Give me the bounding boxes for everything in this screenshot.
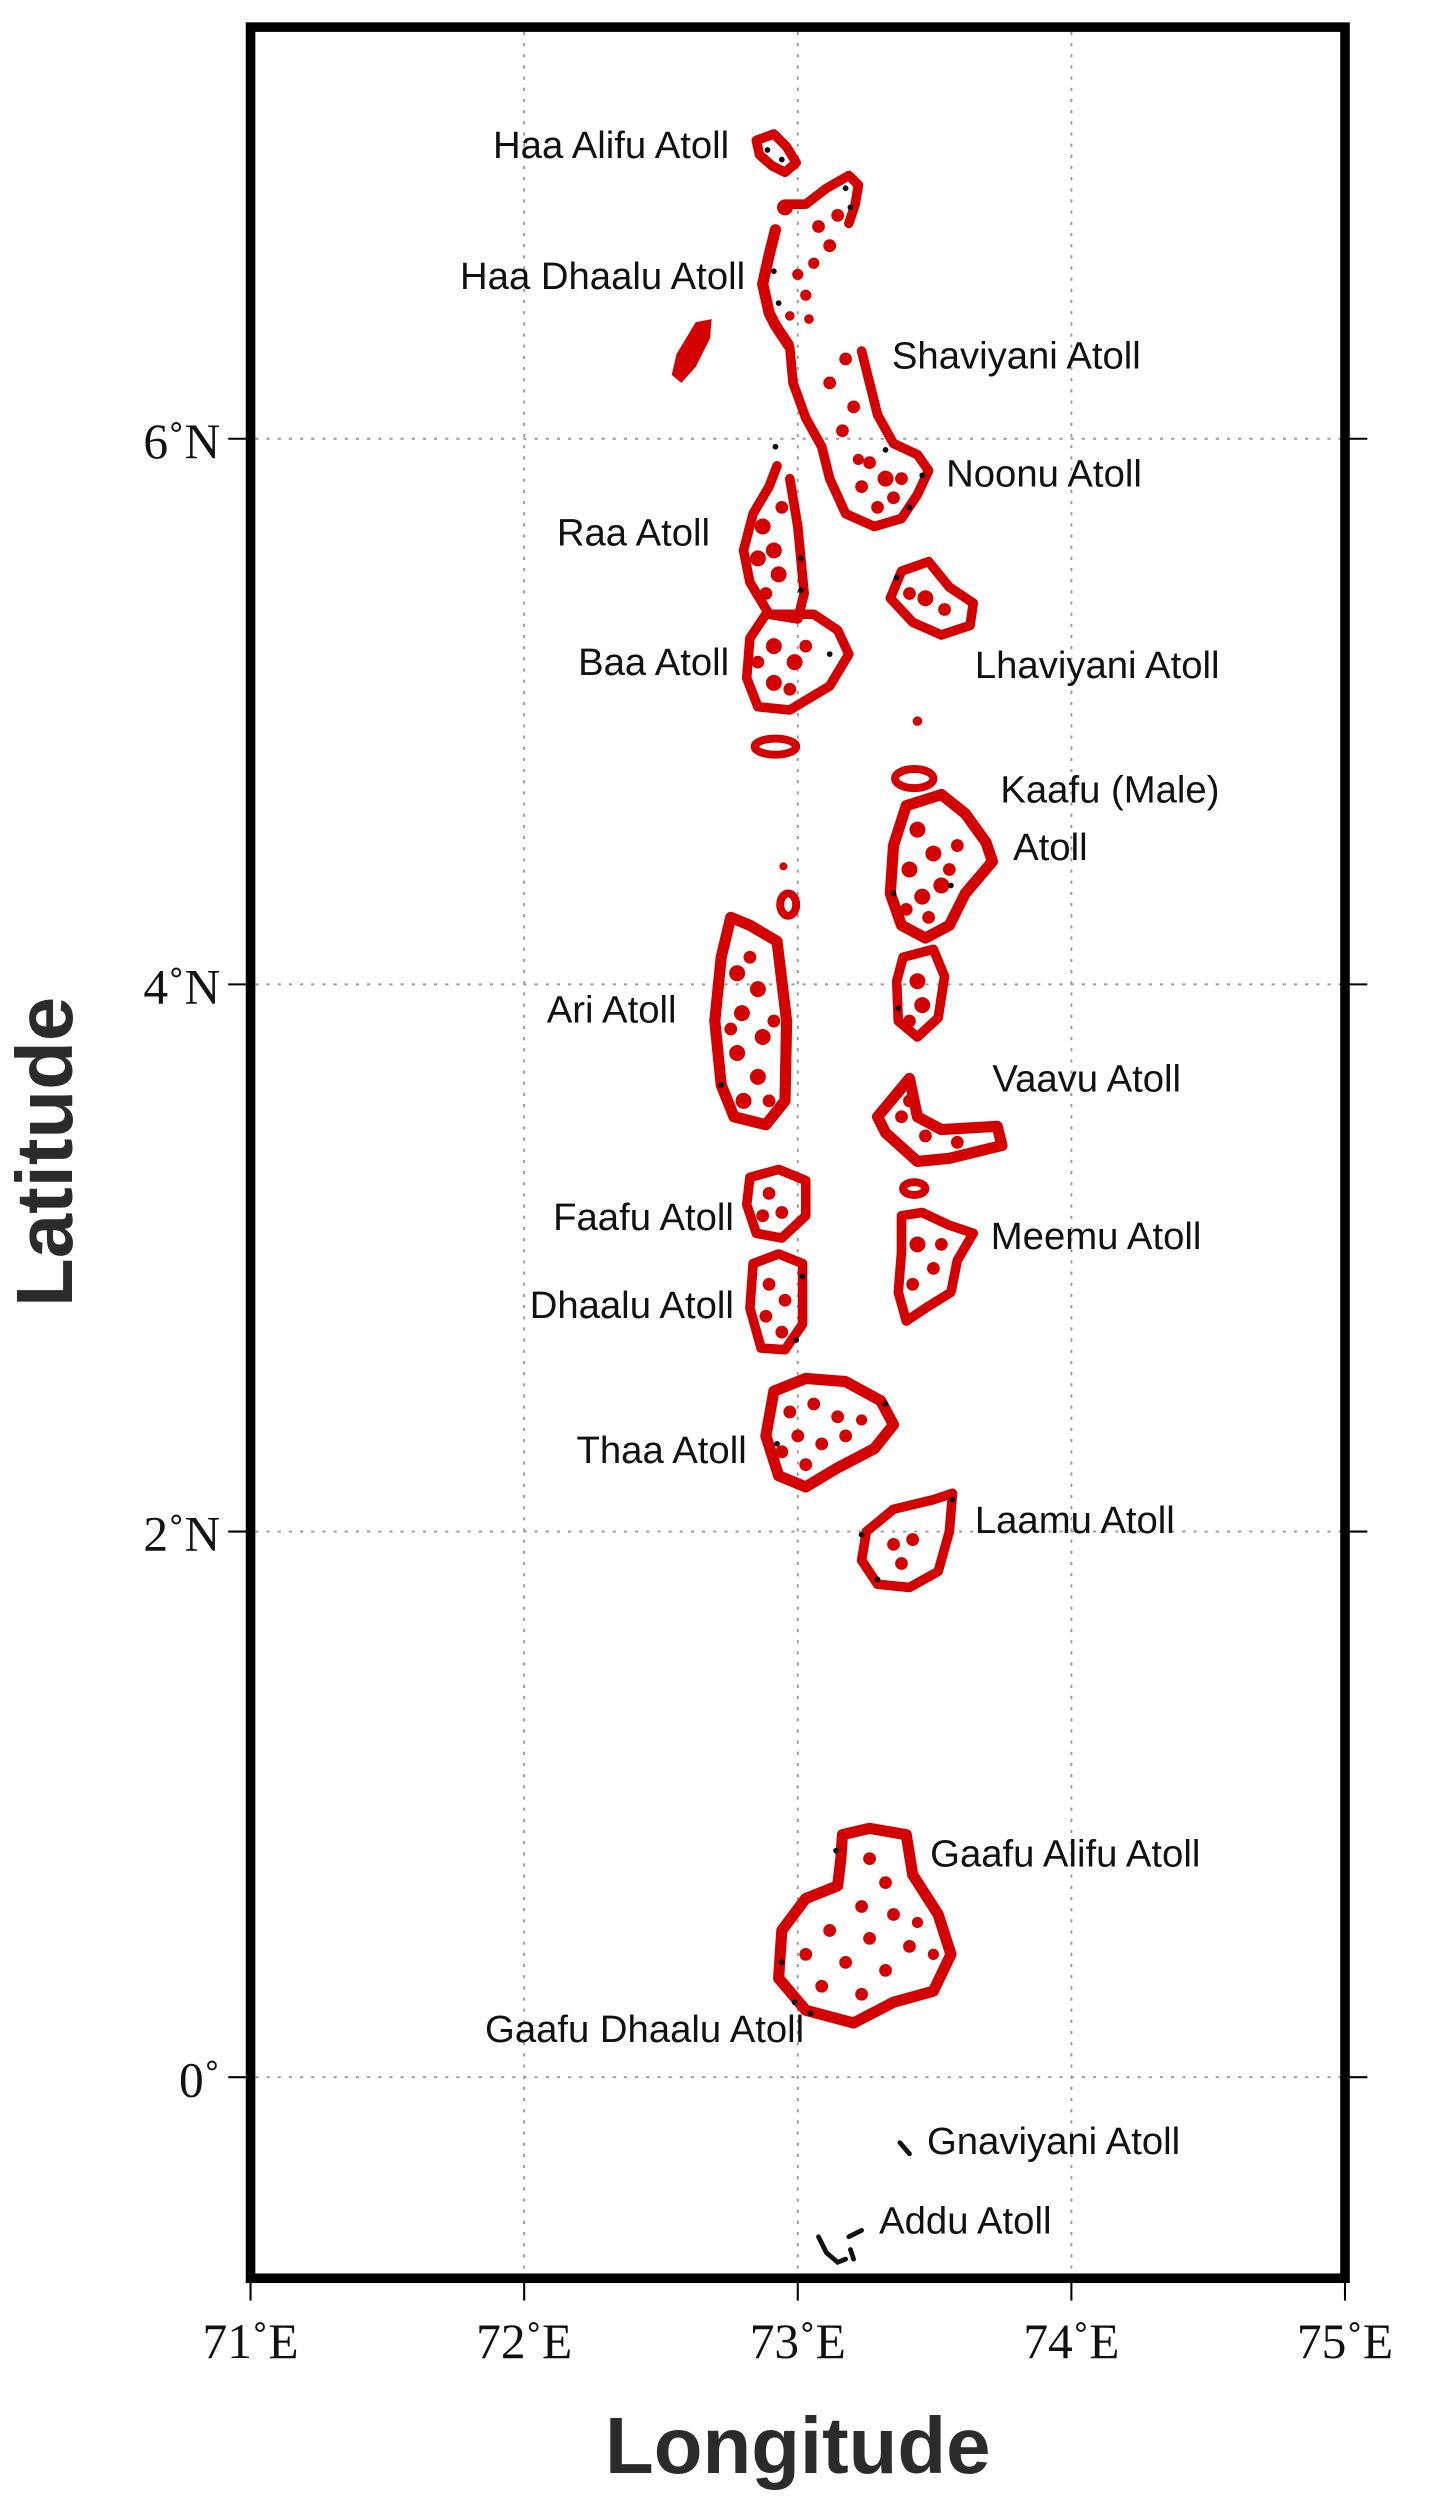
atoll-labels: Haa Alifu Atoll Haa Dhaalu Atoll Shaviya…: [460, 124, 1219, 2243]
y-tick-4n: 4˚N: [143, 960, 220, 1015]
label-lhaviyani: Lhaviyani Atoll: [975, 644, 1220, 687]
y-tick-labels: 0˚ 2˚N 4˚N 6˚N: [143, 414, 220, 2107]
label-laamu: Laamu Atoll: [975, 1499, 1175, 1542]
label-baa: Baa Atoll: [578, 641, 729, 684]
label-haa-alifu: Haa Alifu Atoll: [493, 124, 729, 167]
label-meemu: Meemu Atoll: [991, 1215, 1202, 1258]
label-vaavu: Vaavu Atoll: [992, 1057, 1181, 1100]
x-tick-71: 71˚E: [202, 2314, 298, 2369]
label-thaa: Thaa Atoll: [577, 1429, 747, 1472]
y-tick-6n: 6˚N: [143, 414, 220, 469]
label-shaviyani: Shaviyani Atoll: [892, 335, 1141, 378]
x-tick-75: 75˚E: [1297, 2314, 1393, 2369]
y-tick-2n: 2˚N: [143, 1507, 220, 1562]
x-axis-title: Longitude: [605, 2401, 990, 2490]
x-tick-72: 72˚E: [476, 2314, 572, 2369]
x-tick-labels: 71˚E 72˚E 73˚E 74˚E 75˚E: [202, 2314, 1393, 2369]
y-axis-title: Latitude: [0, 997, 89, 1307]
label-kaafu-line1: Kaafu (Male): [1000, 768, 1219, 811]
map-frame: [245, 22, 1350, 2284]
label-ari: Ari Atoll: [547, 989, 677, 1032]
label-dhaalu: Dhaalu Atoll: [530, 1284, 734, 1327]
gridlines: [255, 31, 1342, 2276]
label-gaafu-alifu: Gaafu Alifu Atoll: [930, 1833, 1200, 1876]
x-tick-73: 73˚E: [750, 2314, 846, 2369]
label-addu: Addu Atoll: [879, 2200, 1051, 2243]
label-kaafu-line2: Atoll: [1013, 826, 1087, 869]
label-gnaviyani: Gnaviyani Atoll: [927, 2120, 1180, 2163]
label-noonu: Noonu Atoll: [946, 453, 1142, 496]
label-faafu: Faafu Atoll: [553, 1196, 734, 1239]
atoll-shapes: [671, 129, 1008, 2266]
label-raa: Raa Atoll: [557, 512, 710, 555]
x-tick-74: 74˚E: [1023, 2314, 1119, 2369]
y-tick-0: 0˚: [179, 2052, 220, 2107]
label-gaafu-dhaalu: Gaafu Dhaalu Atoll: [485, 2008, 804, 2051]
label-haa-dhaalu: Haa Dhaalu Atoll: [460, 255, 745, 298]
